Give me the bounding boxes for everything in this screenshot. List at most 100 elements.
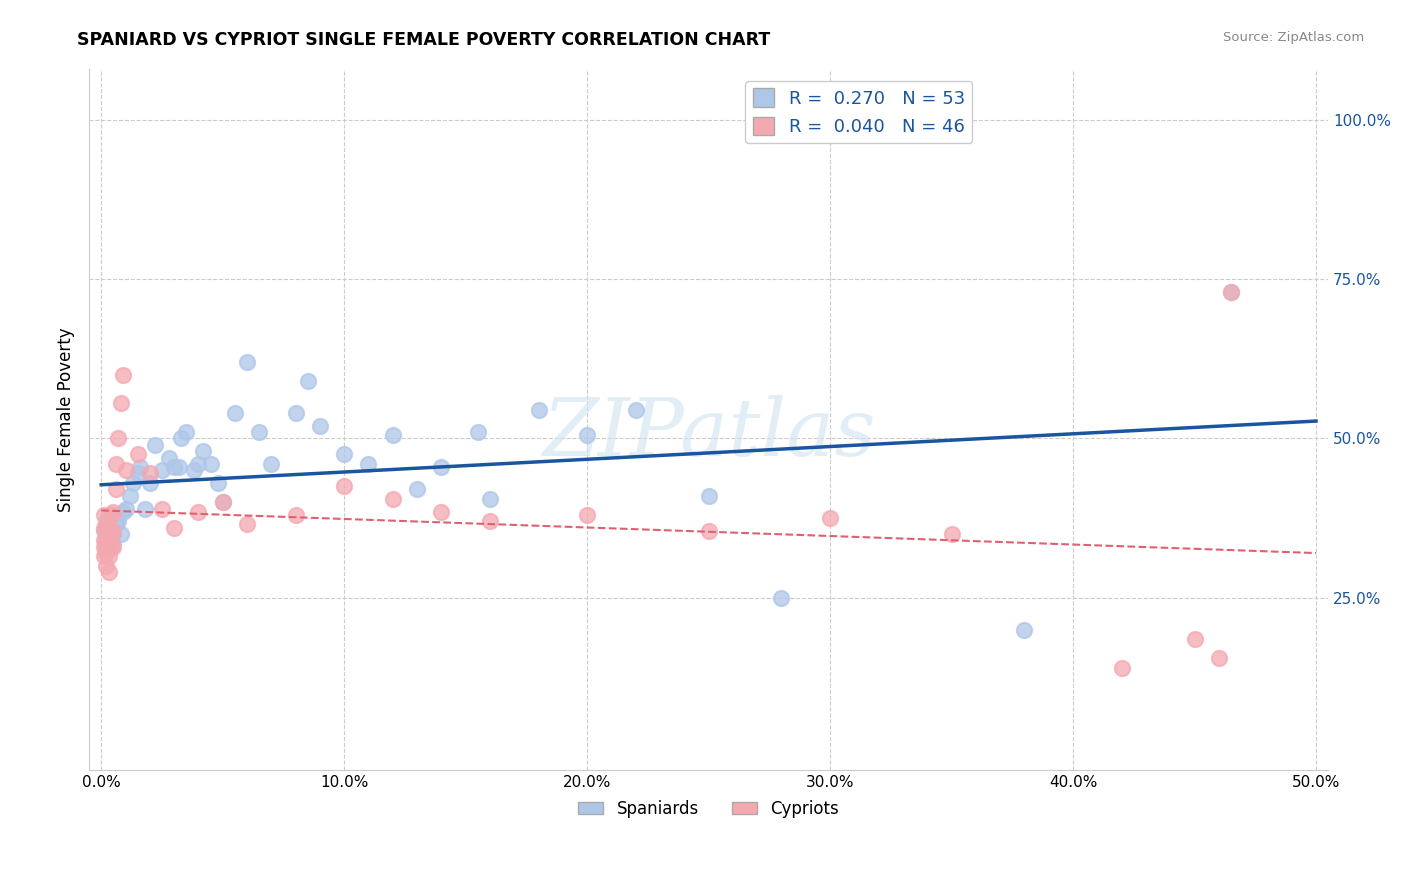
Point <box>236 517 259 532</box>
Point <box>260 457 283 471</box>
Point <box>333 479 356 493</box>
Point <box>93 524 115 538</box>
Point <box>150 501 173 516</box>
Point <box>333 447 356 461</box>
Point <box>1208 651 1230 665</box>
Point <box>104 457 127 471</box>
Point <box>381 428 404 442</box>
Point <box>297 374 319 388</box>
Point <box>236 355 259 369</box>
Point <box>200 457 222 471</box>
Point <box>527 402 550 417</box>
Point <box>430 460 453 475</box>
Point <box>103 536 125 550</box>
Point <box>284 406 307 420</box>
Point <box>107 431 129 445</box>
Point <box>211 495 233 509</box>
Point <box>167 460 190 475</box>
Point <box>107 514 129 528</box>
Point <box>163 460 186 475</box>
Point <box>139 476 162 491</box>
Point <box>100 508 122 522</box>
Point <box>103 524 125 538</box>
Point <box>406 483 429 497</box>
Point <box>174 425 197 439</box>
Point <box>1220 285 1243 299</box>
Point <box>478 491 501 506</box>
Point <box>430 505 453 519</box>
Point <box>576 428 599 442</box>
Point <box>94 558 117 573</box>
Point <box>247 425 270 439</box>
Point <box>100 530 122 544</box>
Point <box>104 483 127 497</box>
Point <box>1184 632 1206 647</box>
Point <box>187 457 209 471</box>
Point <box>97 530 120 544</box>
Point <box>193 444 215 458</box>
Y-axis label: Single Female Poverty: Single Female Poverty <box>58 327 75 512</box>
Point <box>100 508 122 522</box>
Point <box>93 533 115 548</box>
Point <box>93 521 115 535</box>
Point <box>121 476 143 491</box>
Point <box>309 418 332 433</box>
Point <box>110 527 132 541</box>
Point <box>93 508 115 522</box>
Point <box>97 536 120 550</box>
Point <box>103 505 125 519</box>
Point <box>224 406 246 420</box>
Point <box>697 489 720 503</box>
Point <box>94 546 117 560</box>
Point <box>770 591 793 605</box>
Point <box>576 508 599 522</box>
Point <box>104 517 127 532</box>
Point <box>110 396 132 410</box>
Point <box>211 495 233 509</box>
Point <box>157 450 180 465</box>
Point <box>94 514 117 528</box>
Text: Source: ZipAtlas.com: Source: ZipAtlas.com <box>1223 31 1364 45</box>
Point <box>381 491 404 506</box>
Point <box>139 467 162 481</box>
Point <box>150 463 173 477</box>
Point <box>97 521 120 535</box>
Point <box>114 463 136 477</box>
Point <box>183 463 205 477</box>
Point <box>112 505 135 519</box>
Point <box>357 457 380 471</box>
Point <box>93 549 115 564</box>
Point <box>1220 285 1243 299</box>
Point <box>284 508 307 522</box>
Point <box>187 505 209 519</box>
Point <box>478 514 501 528</box>
Point <box>143 438 166 452</box>
Point <box>163 521 186 535</box>
Point <box>97 566 120 580</box>
Point <box>467 425 489 439</box>
Point <box>127 467 149 481</box>
Point <box>170 431 193 445</box>
Text: SPANIARD VS CYPRIOT SINGLE FEMALE POVERTY CORRELATION CHART: SPANIARD VS CYPRIOT SINGLE FEMALE POVERT… <box>77 31 770 49</box>
Legend: Spaniards, Cypriots: Spaniards, Cypriots <box>571 794 846 825</box>
Point <box>818 511 841 525</box>
Point <box>127 447 149 461</box>
Text: ZIPatlas: ZIPatlas <box>541 394 876 472</box>
Point <box>97 521 120 535</box>
Point <box>941 527 963 541</box>
Point <box>1014 623 1036 637</box>
Point <box>103 540 125 554</box>
Point <box>129 460 152 475</box>
Point <box>94 533 117 548</box>
Point <box>114 501 136 516</box>
Point <box>100 540 122 554</box>
Point <box>134 501 156 516</box>
Point <box>103 527 125 541</box>
Point <box>94 540 117 554</box>
Point <box>94 521 117 535</box>
Point <box>112 368 135 382</box>
Point <box>697 524 720 538</box>
Point <box>624 402 647 417</box>
Point <box>97 508 120 522</box>
Point <box>1111 661 1133 675</box>
